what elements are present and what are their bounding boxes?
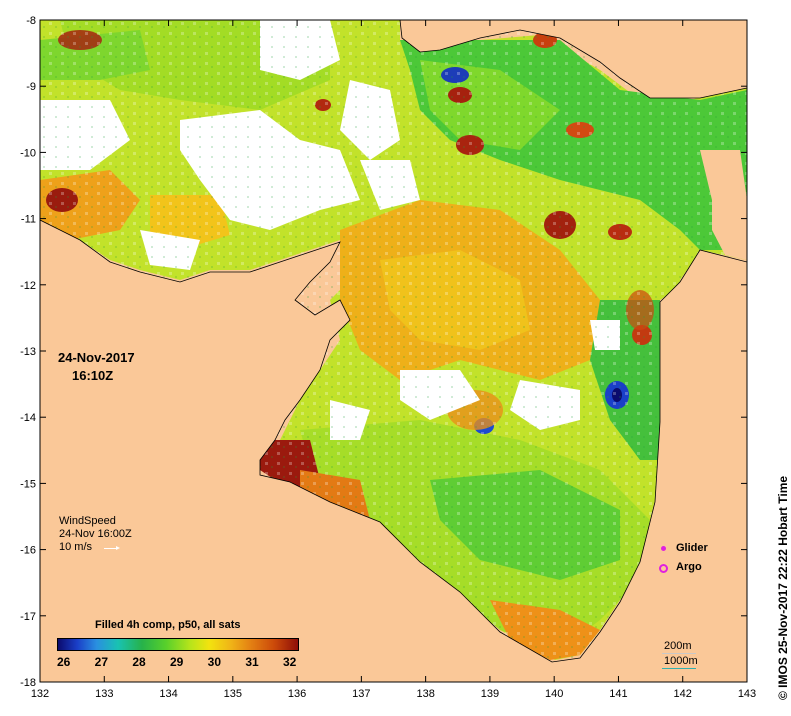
colorbar-tick-label: 30 <box>207 655 222 669</box>
colorbar-tick-label: 29 <box>170 655 184 669</box>
lat-tick-label: -11 <box>21 214 36 226</box>
lon-tick-label: 141 <box>609 688 627 700</box>
lon-tick-label: 133 <box>95 688 113 700</box>
scale-200m-line <box>662 653 696 654</box>
lon-tick-label: 139 <box>481 688 499 700</box>
lat-tick-label: -16 <box>20 545 36 557</box>
lat-tick-label: -18 <box>20 677 36 689</box>
glider-marker-icon <box>661 546 666 551</box>
axis-ticks: 132 133 134 135 136 137 138 139 140 141 142 143 -8 -9… <box>20 15 756 700</box>
lon-tick-label: 135 <box>224 688 242 700</box>
imos-credit: © IMOS 25-Nov-2017 22:22 Hobart Time <box>776 475 790 700</box>
scale-1000m-line <box>662 668 696 669</box>
lon-tick-label: 143 <box>738 688 756 700</box>
colorbar-tick-label: 32 <box>283 655 297 669</box>
image-date: 24-Nov-2017 <box>58 350 135 365</box>
temperature-colorbar <box>57 638 299 651</box>
lat-tick-label: -13 <box>20 346 36 358</box>
coastline <box>40 20 747 663</box>
wind-title: WindSpeed <box>59 515 116 527</box>
lat-tick-label: -15 <box>20 478 36 490</box>
sst-field <box>40 20 747 682</box>
colorbar-tick-label: 26 <box>57 655 71 669</box>
image-time: 16:10Z <box>72 368 114 383</box>
lat-tick-label: -12 <box>20 280 36 292</box>
glider-label: Glider <box>676 542 708 554</box>
lon-tick-label: 137 <box>352 688 370 700</box>
colorbar-tick-label: 28 <box>132 655 146 669</box>
lon-tick-label: 138 <box>416 688 434 700</box>
lat-tick-label: -10 <box>20 147 36 159</box>
wind-scale: 10 m/s <box>59 541 93 553</box>
lat-tick-label: -14 <box>20 412 36 424</box>
colorbar-title: Filled 4h comp, p50, all sats <box>95 619 241 631</box>
lat-tick-label: -17 <box>20 611 36 623</box>
landmass <box>40 20 747 682</box>
lat-tick-label: -9 <box>26 81 36 93</box>
lat-tick-label: -8 <box>26 15 36 27</box>
colorbar-tick-label: 31 <box>245 655 259 669</box>
wind-time: 24-Nov 16:00Z <box>59 528 132 540</box>
argo-marker-icon <box>659 564 668 573</box>
scale-1000m-label: 1000m <box>664 655 698 667</box>
colorbar-tick-label: 27 <box>94 655 109 669</box>
argo-label: Argo <box>676 561 702 573</box>
lon-tick-label: 142 <box>674 688 692 700</box>
wind-scale-arrow-icon <box>104 546 120 550</box>
lon-tick-label: 132 <box>31 688 49 700</box>
scale-200m-label: 200m <box>664 640 692 652</box>
lon-tick-label: 134 <box>159 688 177 700</box>
lon-tick-label: 136 <box>288 688 306 700</box>
lon-tick-label: 140 <box>545 688 563 700</box>
